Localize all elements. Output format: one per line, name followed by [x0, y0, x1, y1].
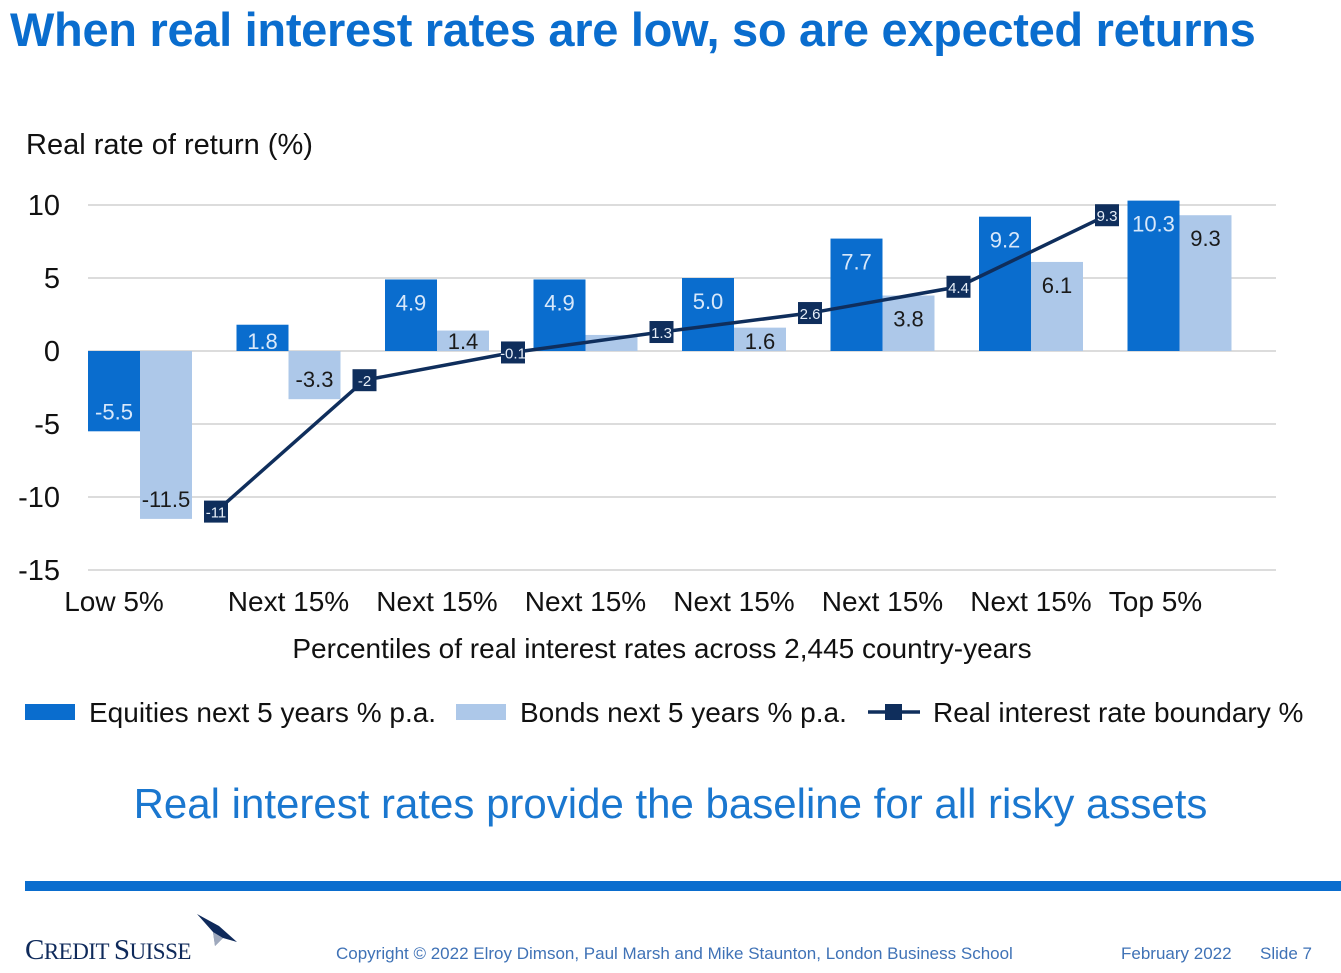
equities-bar	[236, 324, 289, 351]
bonds-bar	[882, 295, 935, 351]
sail-icon	[197, 914, 237, 946]
boundary-marker	[649, 321, 674, 344]
y-tick-label: 5	[44, 263, 60, 295]
boundary-label: 9.3	[1097, 208, 1118, 225]
bonds-bar	[734, 327, 786, 351]
legend-swatch-bonds	[456, 704, 506, 720]
y-tick-label: -10	[18, 482, 60, 514]
x-tick-label: Next 15%	[673, 586, 794, 617]
boundary-label: 4.4	[948, 280, 969, 297]
equities-label: 4.9	[396, 290, 427, 315]
slide-subtitle: Real interest rates provide the baseline…	[133, 780, 1208, 827]
boundary-label: -11	[206, 505, 227, 522]
boundary-label: -2	[358, 373, 371, 390]
boundary-line-path	[214, 213, 1108, 513]
x-tick-label: Next 15%	[376, 586, 497, 617]
footer-divider	[25, 881, 1341, 891]
x-tick-label: Next 15%	[822, 586, 943, 617]
legend: Equities next 5 years % p.a. Bonds next 5…	[25, 697, 1303, 728]
bonds-label: 6.1	[1042, 273, 1073, 298]
legend-label-boundary: Real interest rate boundary %	[933, 697, 1303, 728]
slide-title: When real interest rates are low, so are…	[10, 3, 1256, 56]
x-axis-label: Percentiles of real interest rates acros…	[292, 633, 1031, 664]
x-tick-labels: Low 5% Next 15% Next 15% Next 15% Next 15% Ne…	[64, 586, 1202, 617]
bonds-label: 9.3	[1190, 226, 1221, 251]
legend-label-bonds: Bonds next 5 years % p.a.	[520, 697, 847, 728]
y-axis-label: Real rate of return (%)	[26, 129, 313, 161]
bonds-bar	[1031, 261, 1083, 351]
x-tick-label: Low 5%	[64, 586, 164, 617]
x-tick-label: Next 15%	[228, 586, 349, 617]
legend-label-equities: Equities next 5 years % p.a.	[89, 697, 436, 728]
equities-label: 5.0	[693, 289, 724, 314]
equities-label: 10.3	[1132, 212, 1175, 237]
bonds-label: -11.5	[142, 487, 191, 512]
copyright-text: Copyright © 2022 Elroy Dimson, Paul Mars…	[336, 944, 1013, 963]
equities-bar	[682, 278, 734, 351]
bars: -5.5 1.8 4.9 4.9 5.0 7.7 9.2 10.3 -11.5 -3.3 1.4 1.…	[88, 200, 1232, 519]
bonds-bar	[1179, 215, 1232, 351]
boundary-marker	[798, 302, 822, 325]
equities-bar	[385, 279, 437, 351]
y-tick-label: 10	[28, 190, 60, 222]
boundary-label: 1.3	[651, 325, 672, 342]
y-tick-label: 0	[44, 336, 60, 368]
chart: Real rate of return (%) 10 5 0 -5 -10 -15 -5.…	[18, 129, 1303, 728]
x-tick-label: Top 5%	[1109, 586, 1202, 617]
boundary-marker	[352, 369, 377, 392]
equities-bar	[1127, 200, 1180, 351]
credit-suisse-logo: CREDIT SUISSE	[25, 912, 245, 967]
equities-bar	[533, 279, 586, 351]
bonds-bar	[288, 351, 341, 400]
logo-wordmark: CREDIT SUISSE	[25, 934, 191, 966]
boundary-marker	[501, 341, 525, 364]
slide-number: Slide 7	[1260, 944, 1312, 963]
gridlines	[88, 204, 1276, 571]
boundary-label: -0.1	[500, 345, 526, 362]
equities-bar	[88, 351, 140, 432]
equities-label: -5.5	[95, 399, 133, 424]
boundary-line: -11 -2 -0.1 1.3 2.6 4.4 9.3	[204, 204, 1119, 523]
bonds-bar	[437, 330, 489, 351]
equities-bar	[979, 216, 1031, 351]
bonds-label: 1.4	[448, 329, 479, 354]
boundary-marker	[946, 275, 971, 298]
bonds-label: 3.8	[893, 307, 924, 332]
equities-label: 7.7	[841, 250, 872, 275]
boundary-marker	[1095, 204, 1119, 227]
y-tick-label: -15	[18, 555, 60, 587]
equities-label: 4.9	[544, 290, 575, 315]
legend-swatch-marker	[885, 704, 902, 720]
equities-label: 9.2	[990, 228, 1021, 253]
bonds-label: -3.3	[296, 367, 334, 392]
boundary-label: 2.6	[800, 306, 821, 323]
bonds-label: 1.6	[745, 329, 776, 354]
bonds-bar	[140, 351, 192, 519]
y-tick-labels: 10 5 0 -5 -10 -15	[18, 190, 60, 587]
x-tick-label: Next 15%	[525, 586, 646, 617]
equities-label: 1.8	[247, 329, 278, 354]
boundary-marker	[204, 500, 228, 523]
slide-date: February 2022	[1121, 944, 1232, 963]
legend-swatch-equities	[25, 704, 75, 720]
x-tick-label: Next 15%	[970, 586, 1091, 617]
y-tick-label: -5	[34, 409, 60, 441]
equities-bar	[830, 238, 883, 351]
